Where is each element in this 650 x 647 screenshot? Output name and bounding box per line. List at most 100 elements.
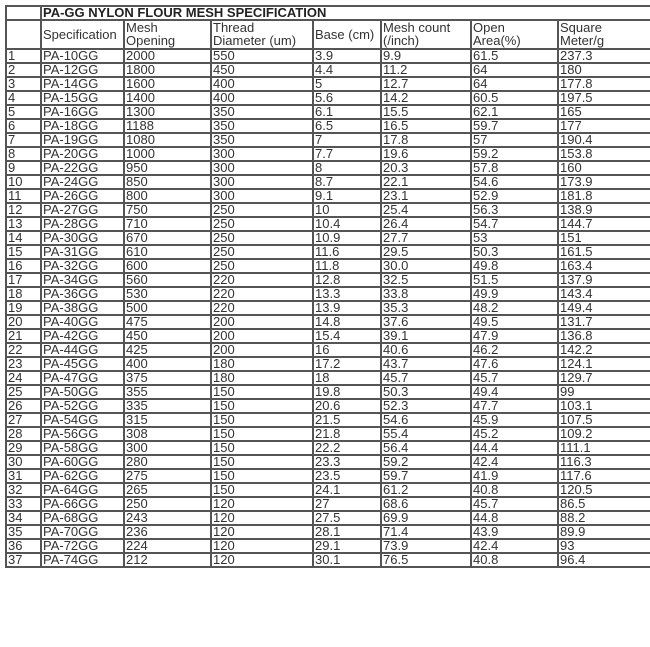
- cell-row-number: 30: [5, 454, 42, 470]
- cell-mesh-count: 33.8: [380, 286, 472, 302]
- cell-specification: PA-26GG: [40, 188, 125, 204]
- table-row: 9 PA-22GG 950 300 8 20.3 57.8 160: [5, 160, 650, 176]
- cell-specification: PA-56GG: [40, 426, 125, 442]
- cell-base: 21.8: [312, 426, 382, 442]
- cell-thread-diameter: 220: [210, 286, 314, 302]
- cell-base: 19.8: [312, 384, 382, 400]
- cell-base: 20.6: [312, 398, 382, 414]
- cell-mesh-count: 14.2: [380, 90, 472, 106]
- cell-base: 16: [312, 342, 382, 358]
- cell-thread-diameter: 200: [210, 314, 314, 330]
- cell-base: 28.1: [312, 524, 382, 540]
- cell-square-meter-per-g: 88.2: [556, 510, 650, 526]
- cell-thread-diameter: 220: [210, 300, 314, 316]
- cell-square-meter-per-g: 143.4: [556, 286, 650, 302]
- cell-square-meter-per-g: 190.4: [556, 132, 650, 148]
- cell-row-number: 12: [5, 202, 42, 218]
- cell-open-area: 47.9: [470, 328, 559, 344]
- cell-base: 23.3: [312, 454, 382, 470]
- cell-base: 12.8: [312, 272, 382, 288]
- cell-specification: PA-50GG: [40, 384, 125, 400]
- cell-open-area: 62.1: [470, 104, 559, 120]
- cell-row-number: 25: [5, 384, 42, 400]
- cell-open-area: 51.5: [470, 272, 559, 288]
- cell-specification: PA-64GG: [40, 482, 125, 498]
- cell-row-number: 20: [5, 314, 42, 330]
- cell-base: 10.4: [312, 216, 382, 232]
- cell-open-area: 45.2: [470, 426, 559, 442]
- cell-mesh-count: 59.2: [380, 454, 472, 470]
- cell-mesh-opening: 315: [123, 412, 212, 428]
- cell-thread-diameter: 350: [210, 118, 314, 134]
- cell-specification: PA-30GG: [40, 230, 125, 246]
- cell-square-meter-per-g: 136.8: [556, 328, 650, 344]
- cell-mesh-count: 9.9: [380, 48, 472, 64]
- cell-mesh-opening: 670: [123, 230, 212, 246]
- cell-specification: PA-24GG: [40, 174, 125, 190]
- cell-mesh-count: 40.6: [380, 342, 472, 358]
- cell-base: 27.5: [312, 510, 382, 526]
- cell-row-number: 29: [5, 440, 42, 456]
- cell-thread-diameter: 250: [210, 230, 314, 246]
- cell-square-meter-per-g: 163.4: [556, 258, 650, 274]
- cell-specification: PA-16GG: [40, 104, 125, 120]
- cell-square-meter-per-g: 237.3: [556, 48, 650, 64]
- table-row: 37 PA-74GG 212 120 30.1 76.5 40.8 96.4: [5, 552, 650, 568]
- cell-specification: PA-74GG: [40, 552, 125, 568]
- cell-open-area: 45.7: [470, 370, 559, 386]
- cell-row-number: 15: [5, 244, 42, 260]
- cell-mesh-count: 15.5: [380, 104, 472, 120]
- cell-square-meter-per-g: 124.1: [556, 356, 650, 372]
- table-row: 21 PA-42GG 450 200 15.4 39.1 47.9 136.8: [5, 328, 650, 344]
- cell-thread-diameter: 220: [210, 272, 314, 288]
- cell-base: 11.6: [312, 244, 382, 260]
- cell-mesh-opening: 300: [123, 440, 212, 456]
- table-row: 28 PA-56GG 308 150 21.8 55.4 45.2 109.2: [5, 426, 650, 442]
- cell-mesh-count: 27.7: [380, 230, 472, 246]
- table-row: 23 PA-45GG 400 180 17.2 43.7 47.6 124.1: [5, 356, 650, 372]
- cell-thread-diameter: 450: [210, 62, 314, 78]
- cell-specification: PA-54GG: [40, 412, 125, 428]
- cell-open-area: 44.8: [470, 510, 559, 526]
- cell-thread-diameter: 300: [210, 174, 314, 190]
- cell-mesh-opening: 1800: [123, 62, 212, 78]
- cell-square-meter-per-g: 117.6: [556, 468, 650, 484]
- cell-thread-diameter: 400: [210, 90, 314, 106]
- cell-mesh-opening: 236: [123, 524, 212, 540]
- cell-thread-diameter: 120: [210, 524, 314, 540]
- cell-row-number: 5: [5, 104, 42, 120]
- cell-row-number: 7: [5, 132, 42, 148]
- cell-row-number: 19: [5, 300, 42, 316]
- cell-mesh-count: 39.1: [380, 328, 472, 344]
- cell-mesh-count: 25.4: [380, 202, 472, 218]
- cell-row-number: 21: [5, 328, 42, 344]
- cell-base: 11.8: [312, 258, 382, 274]
- cell-mesh-opening: 750: [123, 202, 212, 218]
- cell-thread-diameter: 120: [210, 538, 314, 554]
- cell-open-area: 40.8: [470, 552, 559, 568]
- cell-base: 7.7: [312, 146, 382, 162]
- cell-open-area: 44.4: [470, 440, 559, 456]
- cell-open-area: 59.7: [470, 118, 559, 134]
- cell-thread-diameter: 250: [210, 216, 314, 232]
- cell-open-area: 40.8: [470, 482, 559, 498]
- table-row: 18 PA-36GG 530 220 13.3 33.8 49.9 143.4: [5, 286, 650, 302]
- cell-specification: PA-72GG: [40, 538, 125, 554]
- cell-open-area: 45.7: [470, 496, 559, 512]
- cell-mesh-count: 35.3: [380, 300, 472, 316]
- cell-row-number: 35: [5, 524, 42, 540]
- cell-open-area: 64: [470, 62, 559, 78]
- cell-mesh-opening: 425: [123, 342, 212, 358]
- empty-corner-cell: [5, 5, 42, 21]
- cell-mesh-opening: 280: [123, 454, 212, 470]
- cell-square-meter-per-g: 180: [556, 62, 650, 78]
- cell-mesh-opening: 224: [123, 538, 212, 554]
- cell-mesh-count: 59.7: [380, 468, 472, 484]
- cell-thread-diameter: 300: [210, 188, 314, 204]
- cell-open-area: 43.9: [470, 524, 559, 540]
- cell-specification: PA-58GG: [40, 440, 125, 456]
- table-row: 13 PA-28GG 710 250 10.4 26.4 54.7 144.7: [5, 216, 650, 232]
- cell-mesh-count: 12.7: [380, 76, 472, 92]
- cell-open-area: 54.6: [470, 174, 559, 190]
- cell-thread-diameter: 150: [210, 482, 314, 498]
